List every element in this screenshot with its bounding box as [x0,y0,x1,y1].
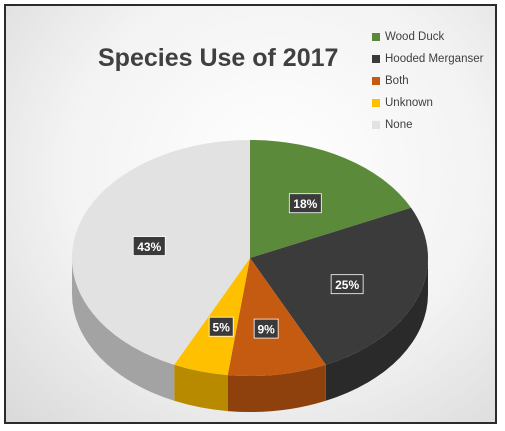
pie-slice [174,258,250,376]
legend-item: Wood Duck [372,26,483,48]
legend-item: Hooded Merganser [372,48,483,70]
data-label: 43% [132,236,166,256]
legend-label: Hooded Merganser [385,53,484,65]
pie-slice [227,258,326,377]
legend-swatch [372,55,380,63]
legend-item: None [372,114,483,136]
pie-data-labels: 18% 25% 9% 5% 43% [132,193,364,339]
pie-slice-side [174,364,228,412]
data-label: 9% [253,318,279,339]
data-label-box [208,316,234,337]
data-label-text: 25% [335,278,359,292]
pie-slice-side [72,258,175,401]
legend-swatch [372,33,380,41]
legend-item: Both [372,70,483,92]
data-label-text: 43% [137,240,161,254]
chart-legend: Wood Duck Hooded Merganser Both Unknown … [372,26,483,136]
data-label: 25% [330,274,364,295]
pie-slices [72,140,428,377]
legend-label: None [385,119,413,131]
legend-swatch [372,77,380,85]
legend-swatch [372,99,380,107]
data-label-box [330,274,364,295]
pie-slice-side [325,258,428,401]
data-label-box [132,236,166,256]
data-label: 18% [288,193,322,214]
legend-item: Unknown [372,92,483,114]
data-label-box [288,193,322,214]
pie-slice [250,140,412,258]
legend-label: Wood Duck [385,31,445,43]
data-label-text: 5% [213,321,231,335]
data-label-text: 9% [257,323,275,337]
chart-title: Species Use of 2017 [98,44,339,72]
pie-slice-side [227,364,326,412]
data-label-box [253,318,279,339]
legend-swatch [372,121,380,129]
pie-sides [72,258,428,412]
data-label: 5% [208,316,234,337]
legend-label: Unknown [385,97,433,109]
legend-label: Both [385,75,409,87]
data-label-text: 18% [293,197,317,211]
